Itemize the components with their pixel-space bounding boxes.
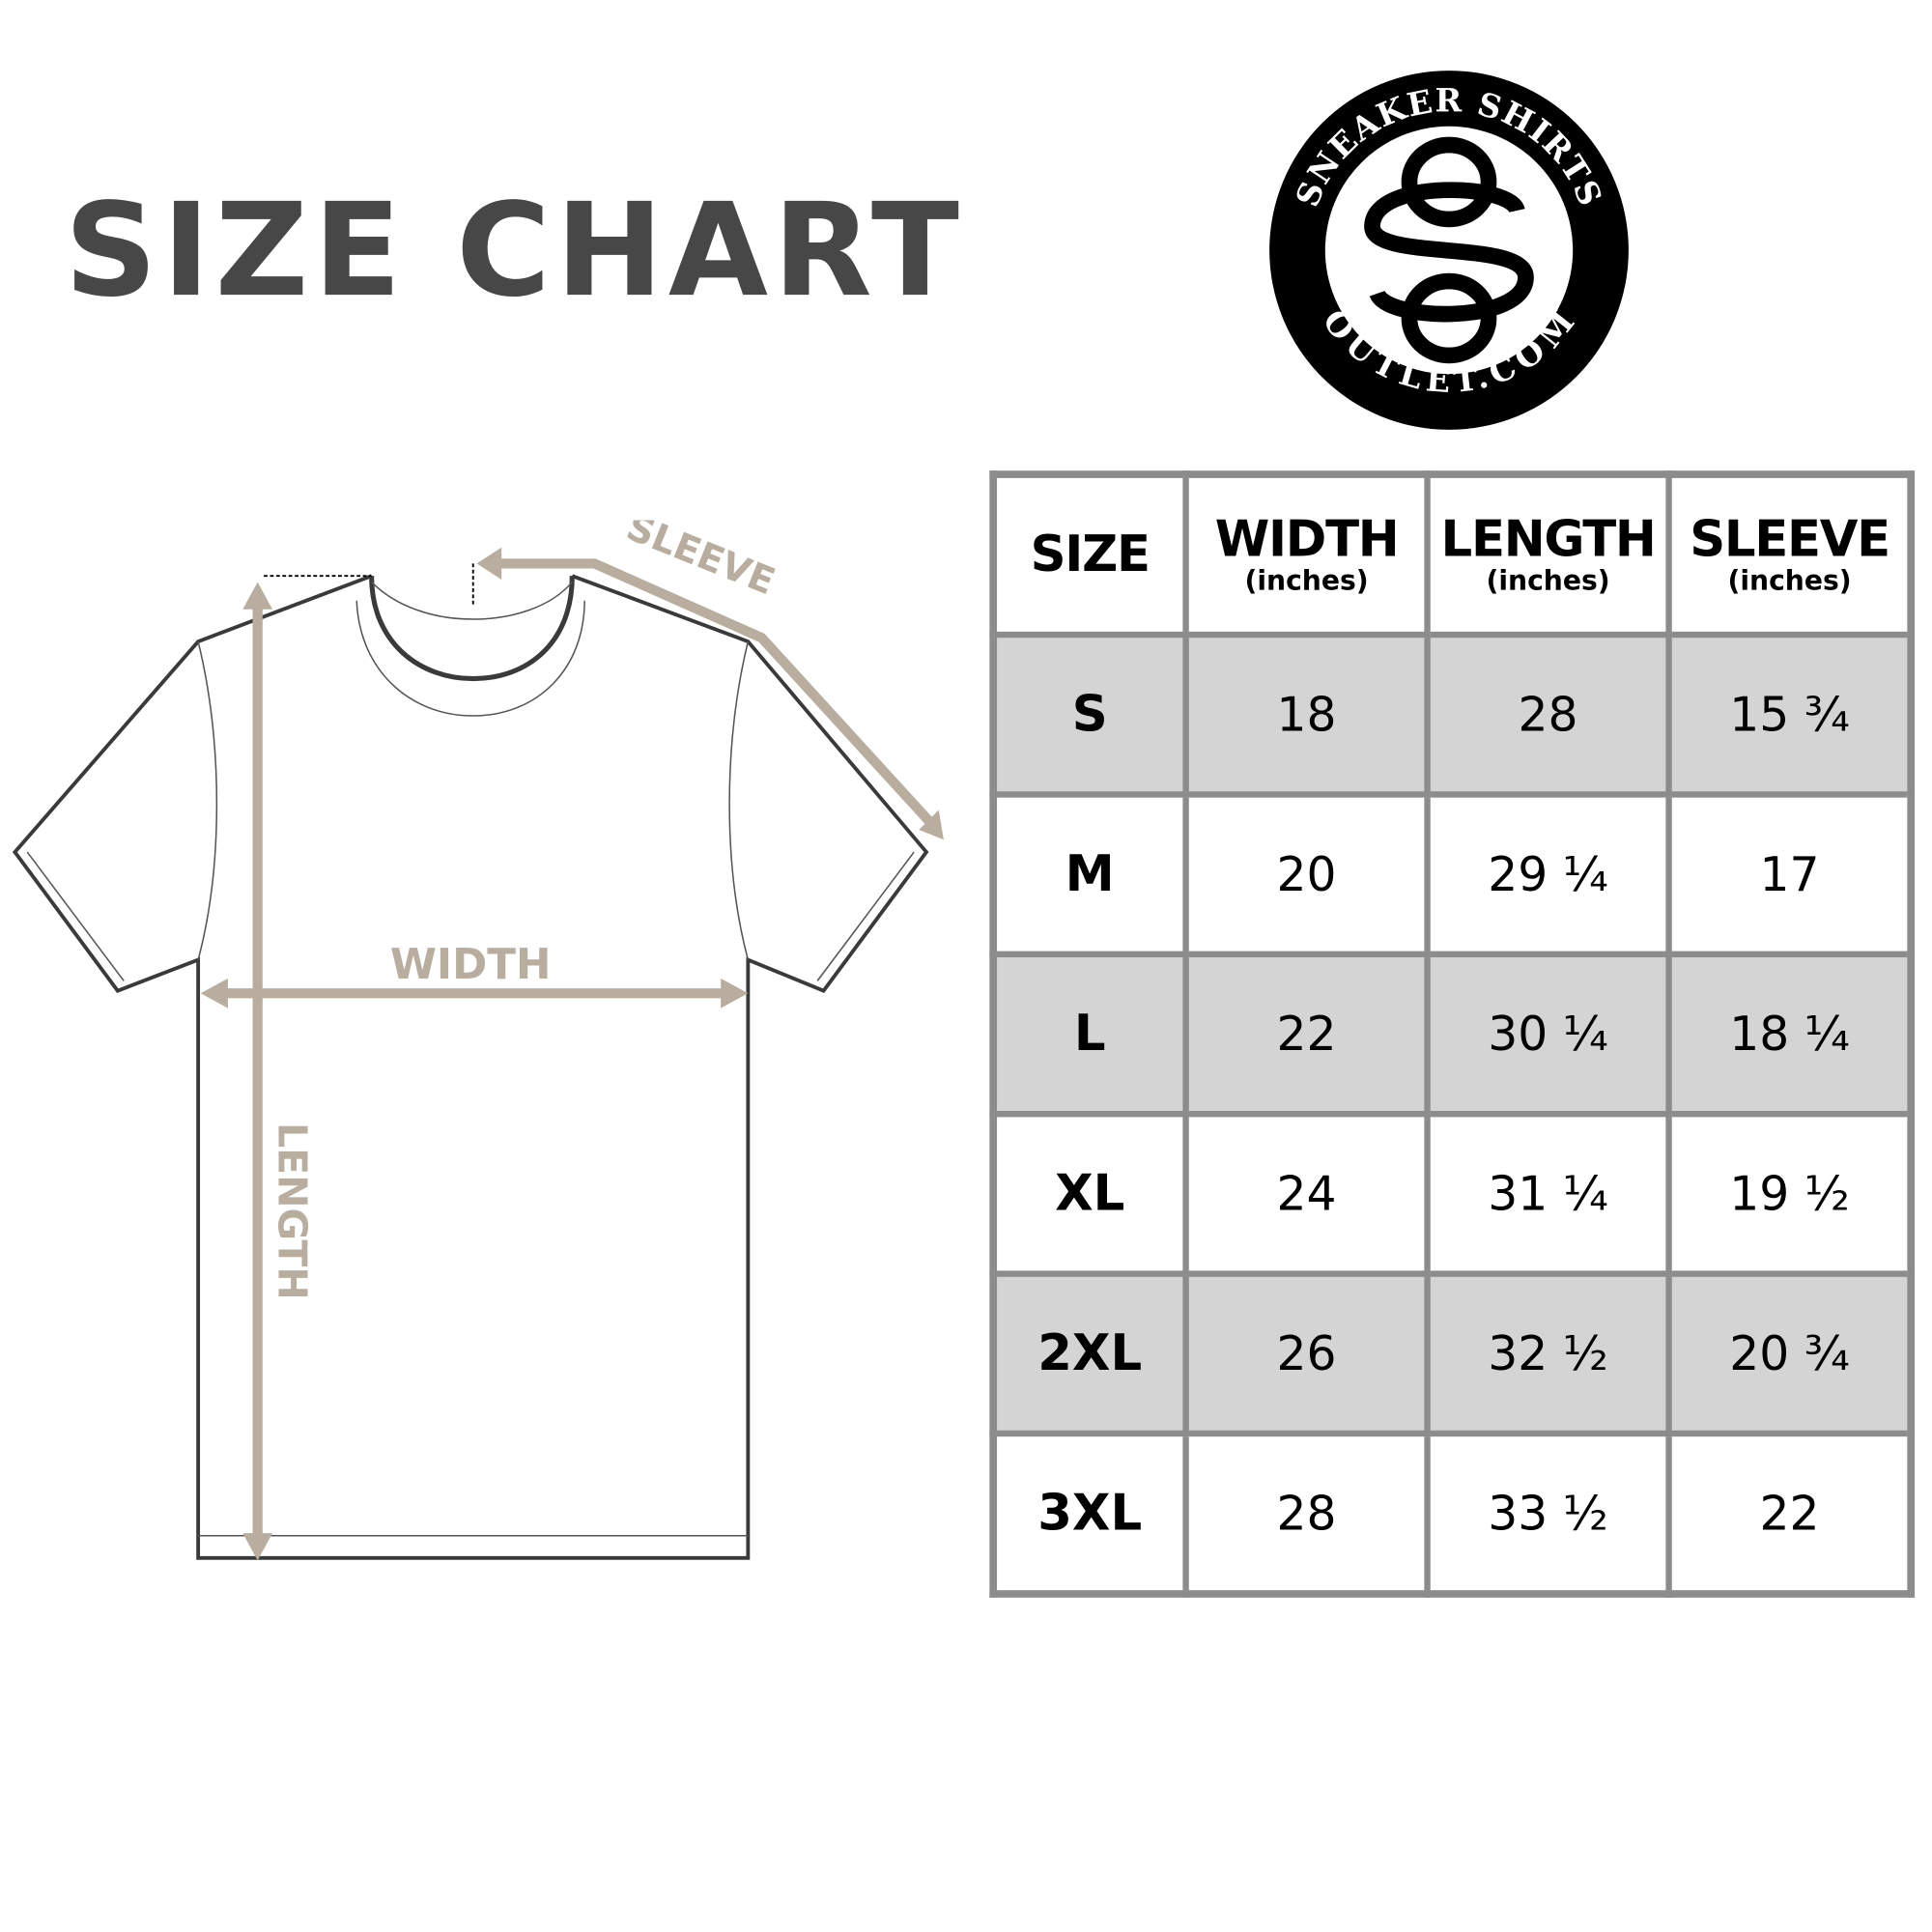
cell-width: 26 xyxy=(1182,1270,1431,1437)
cell-sleeve: 15 ¾ xyxy=(1665,631,1915,798)
cell-size: M xyxy=(990,791,1189,958)
table-row: 2XL 26 32 ½ 20 ¾ xyxy=(990,1270,1915,1437)
size-table: SIZE WIDTH (inches) LENGTH (inches) SLEEVE… xyxy=(989,470,1916,1598)
cell-sleeve: 20 ¾ xyxy=(1665,1270,1915,1437)
page-title: SIZE CHART xyxy=(64,174,965,327)
cell-width: 20 xyxy=(1182,791,1431,958)
table-header-row: SIZE WIDTH (inches) LENGTH (inches) SLEEVE… xyxy=(990,470,1915,639)
cell-length: 33 ½ xyxy=(1424,1430,1672,1598)
tshirt-outline xyxy=(12,574,929,1560)
cell-width: 24 xyxy=(1182,1110,1431,1277)
cell-length: 28 xyxy=(1424,631,1672,798)
header-unit: (inches) xyxy=(1486,565,1610,597)
measurement-arrows xyxy=(215,558,939,1548)
sleeve-arrow xyxy=(490,558,939,831)
cell-size: S xyxy=(990,631,1189,798)
cell-size: 3XL xyxy=(990,1430,1189,1598)
header-label: WIDTH xyxy=(1214,510,1400,568)
cell-sleeve: 19 ½ xyxy=(1665,1110,1915,1277)
header-sleeve: SLEEVE (inches) xyxy=(1665,470,1915,639)
sleeve-label: SLEEVE xyxy=(620,520,781,604)
cell-size: 2XL xyxy=(990,1270,1189,1437)
header-unit: (inches) xyxy=(1727,565,1852,597)
cell-length: 31 ¼ xyxy=(1424,1110,1672,1277)
brand-logo: SNEAKER SHIRTS OUTLET.COM xyxy=(1269,71,1629,430)
header-size: SIZE xyxy=(990,470,1189,639)
cell-width: 28 xyxy=(1182,1430,1431,1598)
cell-sleeve: 22 xyxy=(1665,1430,1915,1598)
table-row: 3XL 28 33 ½ 22 xyxy=(990,1430,1915,1598)
cell-sleeve: 18 ¼ xyxy=(1665,951,1915,1118)
length-label: LENGTH xyxy=(269,1122,315,1300)
cell-width: 22 xyxy=(1182,951,1431,1118)
table-row: S 18 28 15 ¾ xyxy=(990,631,1915,798)
header-width: WIDTH (inches) xyxy=(1182,470,1431,639)
so-monogram xyxy=(1364,136,1534,364)
tshirt-diagram: WIDTH LENGTH SLEEVE xyxy=(12,520,944,1561)
header-unit: (inches) xyxy=(1244,565,1369,597)
cell-length: 30 ¼ xyxy=(1424,951,1672,1118)
cell-width: 18 xyxy=(1182,631,1431,798)
table-row: L 22 30 ¼ 18 ¼ xyxy=(990,951,1915,1118)
header-label: SIZE xyxy=(1030,526,1151,583)
cell-size: L xyxy=(990,951,1189,1118)
table-row: M 20 29 ¼ 17 xyxy=(990,791,1915,958)
header-length: LENGTH (inches) xyxy=(1424,470,1672,639)
cell-sleeve: 17 xyxy=(1665,791,1915,958)
width-label: WIDTH xyxy=(390,941,552,989)
header-label: SLEEVE xyxy=(1690,510,1890,568)
cell-length: 29 ¼ xyxy=(1424,791,1672,958)
table-row: XL 24 31 ¼ 19 ½ xyxy=(990,1110,1915,1277)
header-label: LENGTH xyxy=(1440,510,1657,568)
cell-size: XL xyxy=(990,1110,1189,1277)
cell-length: 32 ½ xyxy=(1424,1270,1672,1437)
